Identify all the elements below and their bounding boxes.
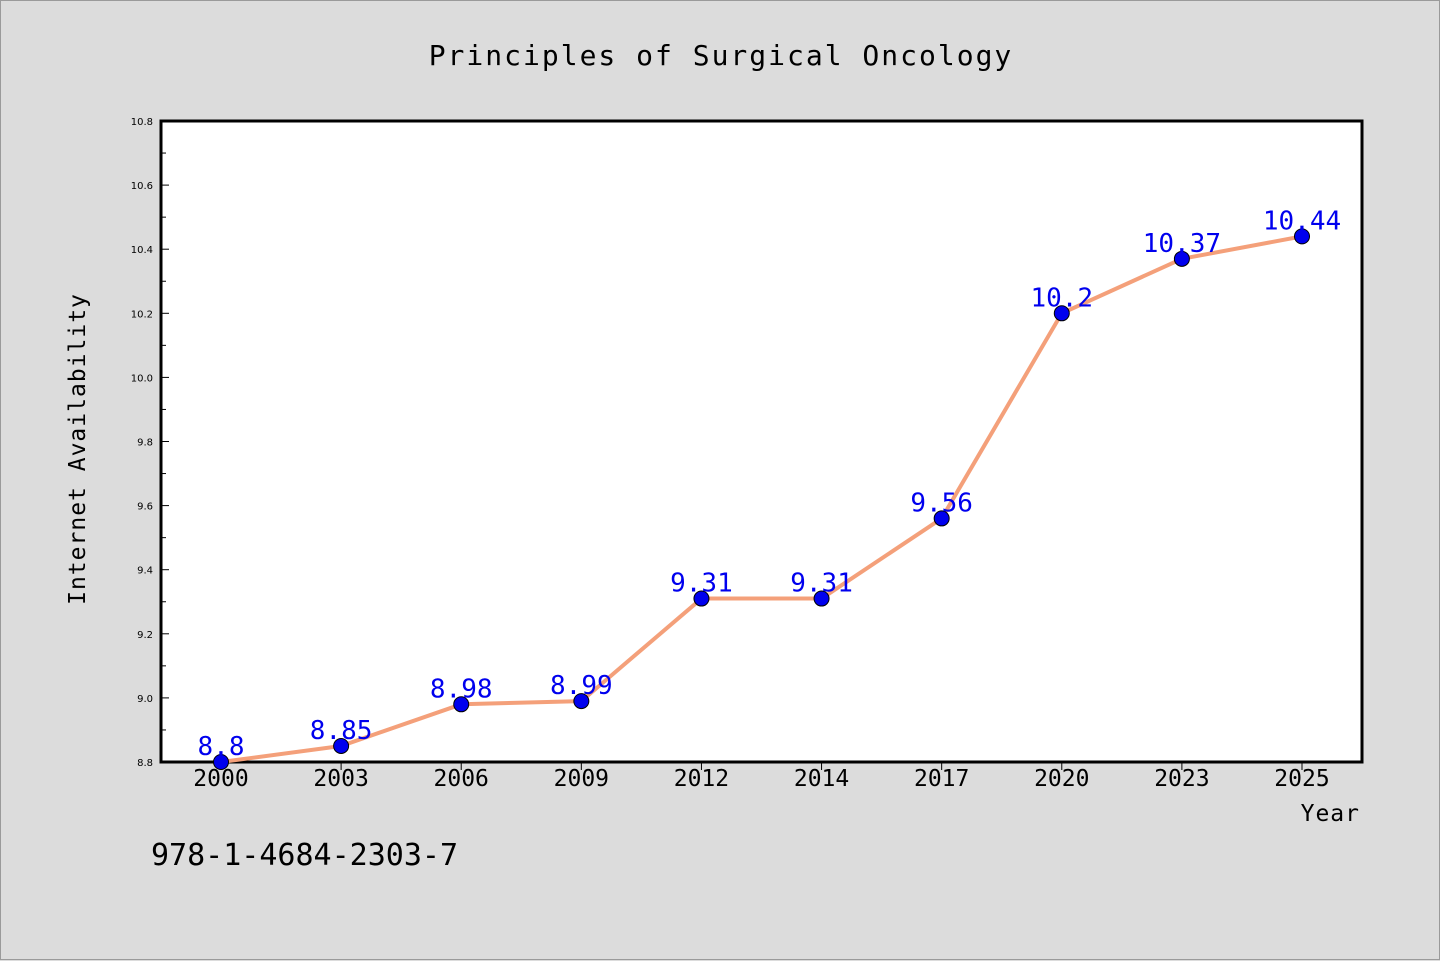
isbn-text: 978-1-4684-2303-7: [151, 838, 458, 873]
chart-title: Principles of Surgical Oncology: [429, 39, 1014, 72]
y-tick-label: 10.4: [131, 245, 153, 256]
data-label: 8.85: [310, 716, 373, 746]
data-point: [1173, 250, 1190, 267]
y-tick-label: 8.8: [137, 758, 153, 769]
data-label: 9.56: [910, 488, 973, 518]
data-label: 8.98: [430, 674, 493, 704]
y-tick-label: 9.0: [137, 694, 153, 705]
data-point: [693, 590, 710, 607]
data-point: [453, 696, 470, 713]
x-tick-label: 2025: [1274, 766, 1329, 792]
x-tick-label: 2000: [193, 766, 248, 792]
y-tick-label: 9.8: [137, 438, 153, 449]
y-axis-label: Internet Availability: [65, 293, 91, 605]
data-point: [813, 590, 830, 607]
x-tick-label: 2017: [914, 766, 969, 792]
data-label: 10.37: [1143, 229, 1221, 259]
x-tick-label: 2009: [554, 766, 609, 792]
data-label: 9.31: [670, 569, 733, 599]
y-tick-label: 10.6: [131, 181, 153, 192]
data-label: 9.31: [790, 569, 853, 599]
series-line: [220, 234, 1303, 764]
data-point: [333, 737, 350, 754]
x-axis-label: Year: [1301, 801, 1360, 827]
series: 8.8 8.85 8.98 8.99 9.31 9.31 9.56 10.2 10.37 10.4…: [198, 206, 1341, 770]
x-tick-label: 2012: [674, 766, 729, 792]
data-label: 10.44: [1263, 206, 1341, 236]
x-tick-label: 2023: [1154, 766, 1209, 792]
x-tick-label: 2003: [313, 766, 368, 792]
y-tick-label: 9.4: [137, 566, 153, 577]
x-tick-label: 2006: [434, 766, 489, 792]
data-point: [933, 510, 950, 527]
data-point: [213, 754, 229, 770]
x-tick-label: 2014: [794, 766, 849, 792]
data-point: [573, 693, 590, 710]
y-tick-label: 10.2: [131, 309, 153, 320]
y-tick-label: 9.6: [137, 502, 153, 513]
data-label: 10.2: [1030, 283, 1093, 313]
y-axis: 8.8 9.0 9.2 9.4 9.6 9.8 10.0 10.2 10.4 10.6 10.8: [131, 117, 169, 769]
data-label: 8.99: [550, 671, 613, 701]
x-axis: 2000 2003 2006 2009 2012 2014 2017 2020 2023 2025: [193, 762, 1330, 792]
plot-area: [159, 119, 1364, 764]
y-tick-label: 10.0: [131, 373, 153, 384]
y-tick-label: 9.2: [137, 630, 153, 641]
x-tick-label: 2020: [1034, 766, 1089, 792]
y-tick-label: 10.8: [131, 117, 153, 128]
data-point: [1294, 228, 1310, 245]
data-point: [1053, 305, 1070, 322]
data-label: 8.8: [198, 732, 245, 762]
